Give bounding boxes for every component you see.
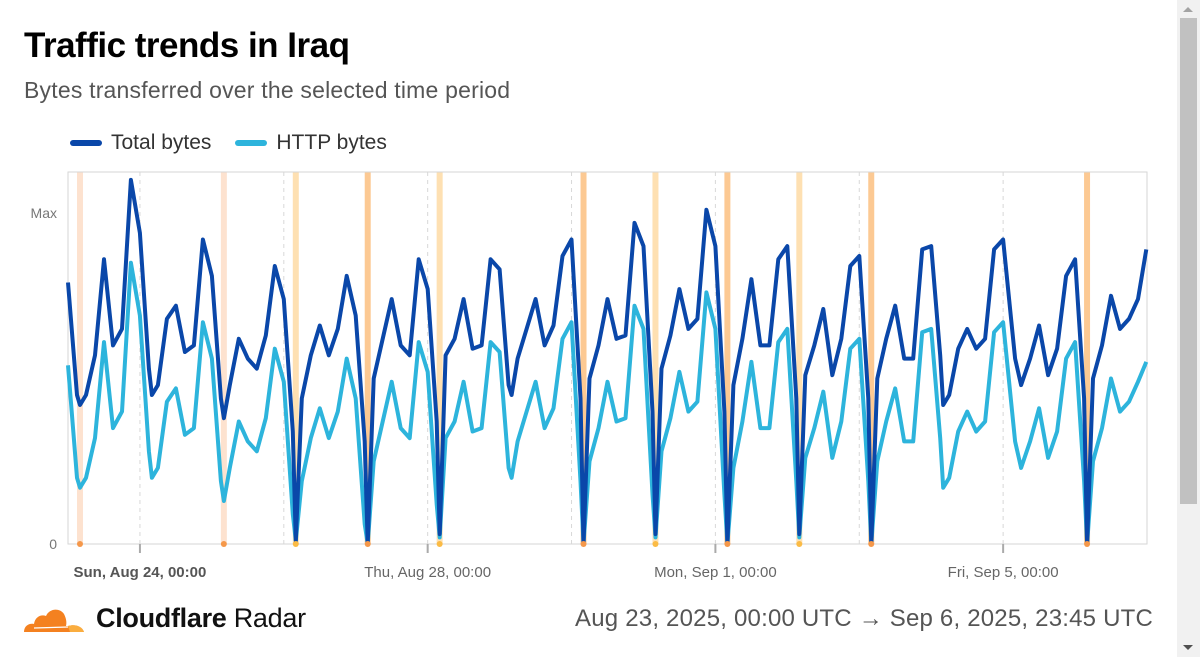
outage-band <box>796 172 803 544</box>
y-tick-label: Max <box>31 205 57 221</box>
legend-swatch-total <box>70 140 102 146</box>
vertical-scrollbar[interactable] <box>1177 0 1200 657</box>
series-line-total <box>66 177 1149 546</box>
page-subtitle: Bytes transferred over the selected time… <box>24 77 511 103</box>
outage-band <box>1084 172 1091 544</box>
outage-marker <box>220 541 227 547</box>
scrollbar-thumb[interactable] <box>1180 18 1197 504</box>
brand-name: Cloudflare <box>96 602 227 633</box>
x-tick-label: Mon, Sep 1, 00:00 <box>654 564 777 581</box>
outage-band <box>292 172 299 544</box>
x-tick-label: Thu, Aug 28, 00:00 <box>364 564 491 581</box>
legend-label-http: HTTP bytes <box>276 131 387 154</box>
page-title: Traffic trends in Iraq <box>24 26 350 65</box>
legend-swatch-http <box>235 140 268 146</box>
cloudflare-cloud-icon <box>24 609 84 632</box>
outage-band <box>868 172 875 544</box>
outage-marker <box>868 541 875 547</box>
legend-item-total-bytes[interactable]: Total bytes <box>70 131 211 155</box>
outage-marker <box>436 541 443 547</box>
cloudflare-radar-logo[interactable]: Cloudflare Radar <box>22 602 306 634</box>
outage-marker <box>1084 541 1091 547</box>
y-tick-label: 0 <box>49 536 57 552</box>
outage-band <box>76 172 83 544</box>
outage-band <box>220 172 227 544</box>
x-tick-label: Sun, Aug 24, 00:00 <box>74 564 207 581</box>
scroll-down-icon[interactable] <box>1183 645 1193 650</box>
legend-item-http-bytes[interactable]: HTTP bytes <box>235 131 387 155</box>
outage-band <box>364 172 371 544</box>
outage-marker <box>292 541 299 547</box>
outage-band <box>724 172 731 544</box>
scroll-up-icon[interactable] <box>1183 7 1193 12</box>
legend-label-total: Total bytes <box>111 131 212 154</box>
chart-legend: Total bytes HTTP bytes <box>70 131 387 155</box>
plot-frame <box>67 171 1148 545</box>
series-line-http <box>66 260 1149 546</box>
date-range: Aug 23, 2025, 00:00 UTC → Sep 6, 2025, 2… <box>575 605 1153 632</box>
outage-marker <box>76 541 83 547</box>
outage-band <box>652 172 659 544</box>
outage-band <box>436 172 443 544</box>
outage-marker <box>580 541 587 547</box>
outage-marker <box>724 541 731 547</box>
outage-marker <box>652 541 659 547</box>
outage-marker <box>796 541 803 547</box>
outage-band <box>580 172 587 544</box>
x-tick-label: Fri, Sep 5, 00:00 <box>948 564 1059 581</box>
outage-marker <box>364 541 371 547</box>
brand-product: Radar <box>233 602 306 633</box>
